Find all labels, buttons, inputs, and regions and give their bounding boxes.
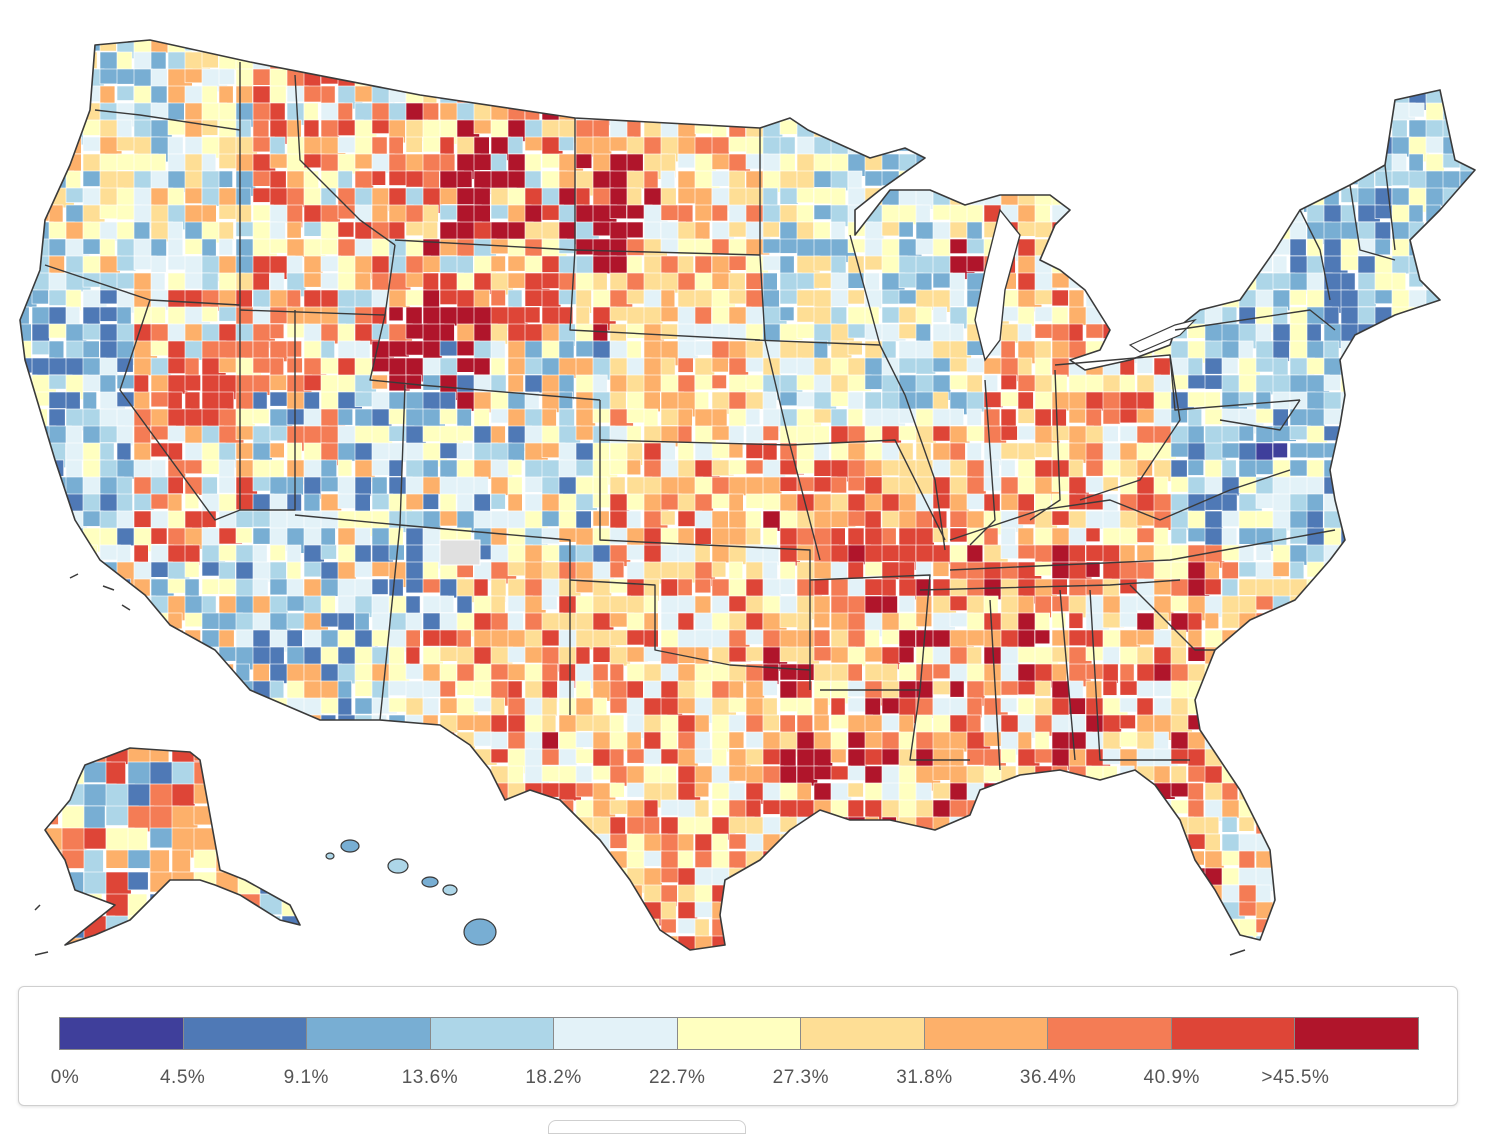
legend-label-5: 22.7% (648, 1067, 706, 1088)
legend-label-0: 0% (50, 1067, 80, 1088)
legend-label-9: 40.9% (1143, 1067, 1200, 1088)
alaska-outline (44, 747, 301, 946)
hawaii-island (421, 876, 439, 888)
legend-swatch-0 (60, 1018, 184, 1049)
legend-swatch-8 (1048, 1018, 1172, 1049)
choropleth-map (19, 39, 1476, 956)
legend-label-1: 4.5% (159, 1067, 206, 1088)
legend-swatch-4 (554, 1018, 678, 1049)
legend-swatch-2 (307, 1018, 431, 1049)
hawaii-island (463, 918, 497, 946)
legend-swatch-6 (801, 1018, 925, 1049)
us-county-map (19, 39, 1476, 956)
legend-swatch-5 (677, 1018, 802, 1049)
small-islands (34, 573, 1246, 956)
conus-outline (19, 39, 1476, 951)
bottom-handle[interactable] (548, 1120, 746, 1134)
legend-label-10: >45.5% (1261, 1067, 1330, 1088)
hawaii-counties (325, 839, 497, 946)
hawaii-island (442, 884, 458, 896)
legend-swatch-1 (183, 1018, 308, 1049)
state-borders (44, 62, 1396, 771)
legend-label-7: 31.8% (896, 1067, 953, 1088)
legend-label-4: 18.2% (525, 1067, 582, 1088)
legend-swatch-10 (1295, 1018, 1419, 1049)
legend-swatch-7 (924, 1018, 1049, 1049)
legend-label-3: 13.6% (401, 1067, 459, 1088)
contiguous-us-counties (20, 40, 1475, 950)
color-scale-bar (59, 1017, 1419, 1050)
legend-swatch-9 (1171, 1018, 1296, 1049)
alaska-counties (45, 748, 300, 945)
hawaii-island (325, 852, 335, 860)
legend-label-6: 27.3% (772, 1067, 829, 1088)
legend-panel: 0% 4.5% 9.1% 13.6% 18.2% 22.7% 27.3% 31.8% 36.4%… (18, 986, 1458, 1106)
legend-label-8: 36.4% (1019, 1067, 1077, 1088)
hawaii-island (340, 839, 360, 853)
no-data-county (439, 539, 481, 566)
legend-label-2: 9.1% (283, 1067, 329, 1088)
hawaii-island (387, 858, 409, 874)
lake-michigan (974, 208, 1021, 362)
legend-swatch-3 (430, 1018, 555, 1049)
